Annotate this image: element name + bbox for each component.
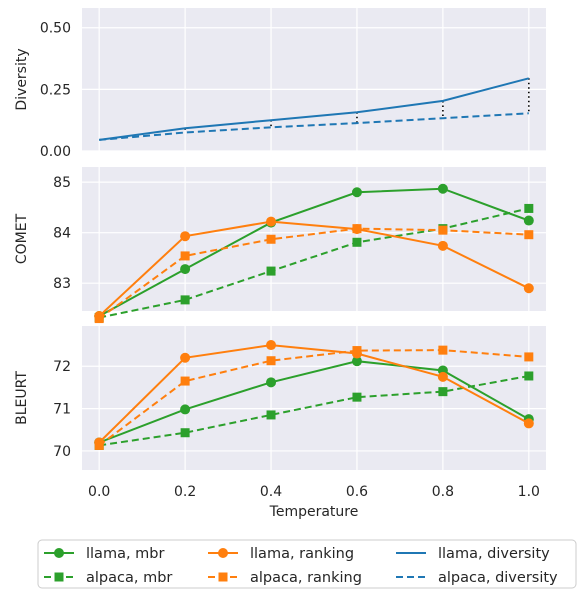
data-point bbox=[180, 264, 191, 275]
series-line bbox=[98, 207, 530, 319]
data-point bbox=[180, 376, 190, 386]
x-tick-label: 0.0 bbox=[88, 484, 110, 500]
data-point bbox=[438, 225, 448, 235]
x-tick-label: 0.8 bbox=[432, 484, 454, 500]
data-point bbox=[352, 237, 362, 247]
data-point bbox=[94, 440, 104, 450]
data-point bbox=[437, 183, 448, 194]
y-axis-label: COMET bbox=[14, 213, 30, 264]
data-point bbox=[352, 392, 362, 402]
data-point bbox=[437, 240, 448, 251]
data-point bbox=[523, 418, 534, 429]
legend-entry-llama-mbr: llama, mbr bbox=[44, 546, 165, 562]
legend-label: llama, mbr bbox=[86, 546, 165, 562]
x-tick-label: 1.0 bbox=[518, 484, 540, 500]
series-line bbox=[99, 77, 530, 141]
data-point bbox=[266, 377, 277, 388]
data-point bbox=[351, 187, 362, 198]
x-axis-label: Temperature bbox=[269, 504, 359, 520]
plot-background bbox=[82, 167, 546, 311]
series-line bbox=[98, 187, 530, 317]
data-point bbox=[266, 340, 277, 351]
panel-comet: 83 84 85 COMET bbox=[14, 167, 546, 324]
data-point bbox=[266, 356, 276, 366]
y-tick-label: 84 bbox=[53, 226, 71, 242]
legend-label: alpaca, ranking bbox=[250, 570, 362, 586]
series-alpaca-ranking bbox=[94, 224, 534, 324]
data-point bbox=[180, 352, 191, 363]
data-point bbox=[524, 230, 534, 240]
series-line bbox=[98, 360, 530, 444]
series-line bbox=[98, 227, 529, 320]
data-point bbox=[524, 352, 534, 362]
legend-entry-llama-diversity: llama, diversity bbox=[396, 546, 550, 562]
x-tick-label: 0.6 bbox=[346, 484, 368, 500]
legend-entry-alpaca-diversity: alpaca, diversity bbox=[396, 570, 558, 586]
legend-entry-alpaca-mbr: alpaca, mbr bbox=[44, 570, 172, 586]
y-tick-label: 0.50 bbox=[40, 21, 71, 37]
data-point bbox=[180, 295, 190, 305]
y-axis-label: Diversity bbox=[14, 48, 30, 110]
legend-marker bbox=[218, 548, 228, 558]
data-point bbox=[524, 203, 534, 213]
data-point bbox=[524, 371, 534, 381]
x-tick-label: 0.2 bbox=[174, 484, 196, 500]
legend-marker bbox=[218, 572, 228, 582]
legend-label: llama, ranking bbox=[250, 546, 354, 562]
x-tick-label: 0.4 bbox=[260, 484, 282, 500]
panel-bleurt: 70 71 72 BLEURT 0.0 0.2 0.4 0.6 0.8 1.0 Temperatur… bbox=[14, 326, 546, 520]
data-point bbox=[266, 410, 276, 420]
data-point bbox=[180, 428, 190, 438]
data-point bbox=[266, 266, 276, 276]
y-tick-label: 85 bbox=[53, 175, 71, 191]
legend: llama, mbr alpaca, mbr llama, ranking alpac… bbox=[37, 539, 577, 589]
series-line bbox=[99, 375, 529, 447]
data-point bbox=[180, 404, 191, 415]
series-llama-diversity bbox=[99, 77, 530, 141]
legend-label: alpaca, mbr bbox=[86, 570, 172, 586]
data-point bbox=[266, 234, 276, 244]
data-point bbox=[438, 345, 448, 355]
data-point bbox=[180, 231, 191, 242]
series-alpaca-ranking bbox=[94, 345, 534, 450]
legend-entry-llama-ranking: llama, ranking bbox=[208, 546, 354, 562]
series-line bbox=[98, 220, 530, 317]
y-tick-label: 71 bbox=[53, 402, 71, 418]
y-tick-label: 0.00 bbox=[40, 144, 71, 160]
legend-label: alpaca, diversity bbox=[438, 570, 558, 586]
series-line bbox=[98, 344, 530, 444]
y-tick-label: 83 bbox=[53, 276, 71, 292]
legend-frame bbox=[37, 539, 577, 589]
data-point bbox=[266, 216, 277, 227]
data-point bbox=[94, 314, 104, 324]
plot-background bbox=[82, 326, 546, 470]
data-point bbox=[438, 387, 448, 397]
data-point bbox=[437, 371, 448, 382]
data-point bbox=[523, 283, 534, 294]
legend-marker bbox=[54, 572, 64, 582]
data-point bbox=[352, 224, 362, 234]
legend-marker bbox=[54, 548, 64, 558]
y-tick-label: 70 bbox=[53, 444, 71, 460]
data-point bbox=[351, 356, 362, 367]
series-line bbox=[98, 349, 529, 447]
series-alpaca-diversity bbox=[99, 112, 529, 141]
data-point bbox=[180, 251, 190, 261]
y-tick-label: 72 bbox=[53, 359, 71, 375]
plot-background bbox=[82, 8, 546, 151]
panel-diversity: 0.00 0.25 0.50 Diversity bbox=[14, 8, 546, 160]
legend-entry-alpaca-ranking: alpaca, ranking bbox=[208, 570, 362, 586]
legend-label: llama, diversity bbox=[438, 546, 550, 562]
data-point bbox=[352, 346, 362, 356]
y-axis-label: BLEURT bbox=[14, 371, 30, 425]
data-point bbox=[523, 215, 534, 226]
series-line bbox=[99, 112, 529, 141]
y-tick-label: 0.25 bbox=[40, 82, 71, 98]
